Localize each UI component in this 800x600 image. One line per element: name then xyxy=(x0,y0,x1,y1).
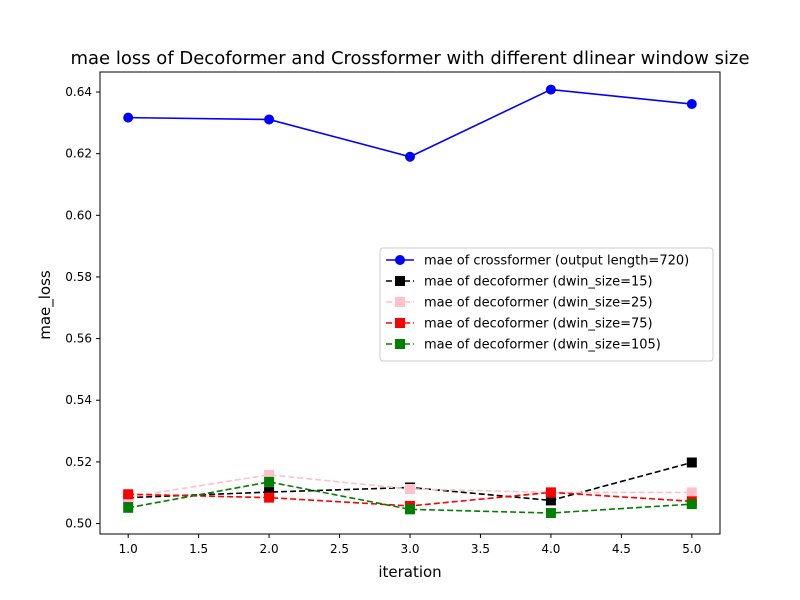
x-tick-label: 4.5 xyxy=(612,542,631,556)
chart-title: mae loss of Decoformer and Crossformer w… xyxy=(70,48,749,69)
data-point xyxy=(264,492,275,503)
legend-box xyxy=(379,247,714,362)
series-line xyxy=(128,461,693,502)
legend-marker xyxy=(395,276,405,286)
data-point xyxy=(686,487,697,498)
legend-marker xyxy=(395,318,405,328)
y-tick-label: 0.52 xyxy=(65,455,92,469)
legend: mae of crossformer (output length=720) ma… xyxy=(379,247,714,362)
legend-marker xyxy=(395,255,405,265)
legend-item: mae of decoformer (dwin_size=25) xyxy=(386,296,653,311)
data-point xyxy=(405,504,415,515)
x-tick-label: 1.5 xyxy=(189,542,208,556)
y-tick-label: 0.60 xyxy=(65,208,92,222)
legend-item: mae of decoformer (dwin_size=75) xyxy=(386,317,653,332)
legend-label: mae of decoformer (dwin_size=105) xyxy=(424,338,661,353)
legend-label: mae of decoformer (dwin_size=75) xyxy=(424,317,653,332)
legend-item: mae of decoformer (dwin_size=15) xyxy=(386,275,653,290)
data-point xyxy=(405,151,415,162)
data-point xyxy=(545,487,556,498)
x-axis-label: iteration xyxy=(378,563,441,581)
x-tick-label: 4.0 xyxy=(541,542,560,556)
x-tick-label: 2.5 xyxy=(330,542,349,556)
series-line xyxy=(128,88,692,158)
y-tick-label: 0.58 xyxy=(65,270,92,284)
x-tick-label: 5.0 xyxy=(682,542,701,556)
plot-area: 1.0 1.5 2.0 2.5 3.0 3.5 4.0 4.5 5.0 0.50 0.52 0.54 0… xyxy=(65,71,721,556)
legend-item: mae of decoformer (dwin_size=105) xyxy=(386,338,661,353)
y-tick-label: 0.50 xyxy=(65,517,92,531)
legend-label: mae of crossformer (output length=720) xyxy=(424,254,689,269)
x-tick-label: 1.0 xyxy=(119,542,138,556)
legend-marker xyxy=(395,339,405,349)
data-point xyxy=(123,502,134,513)
legend-label: mae of decoformer (dwin_size=15) xyxy=(424,275,653,290)
data-point xyxy=(264,476,275,487)
series-line xyxy=(128,481,692,514)
data-point xyxy=(123,112,134,123)
series-5 xyxy=(123,476,697,519)
y-tick-label: 0.64 xyxy=(65,85,92,99)
data-point xyxy=(545,508,556,519)
data-point xyxy=(123,489,134,500)
x-tick-label: 2.0 xyxy=(260,542,279,556)
legend-item: mae of crossformer (output length=720) xyxy=(386,254,689,269)
y-tick-label: 0.62 xyxy=(65,147,92,161)
data-point xyxy=(405,484,415,495)
data-point xyxy=(686,99,697,110)
legend-marker xyxy=(395,297,405,307)
y-axis-label: mae_loss xyxy=(36,270,55,340)
x-tick-label: 3.5 xyxy=(471,542,490,556)
data-point xyxy=(686,499,697,510)
data-point xyxy=(545,84,556,95)
series-1 xyxy=(123,84,697,162)
series-2 xyxy=(123,457,697,506)
y-tick-label: 0.56 xyxy=(65,332,92,346)
data-point xyxy=(264,114,275,125)
legend-label: mae of decoformer (dwin_size=25) xyxy=(424,296,653,311)
y-tick-label: 0.54 xyxy=(65,393,92,407)
x-tick-label: 3.0 xyxy=(400,542,419,556)
data-point xyxy=(686,457,697,468)
